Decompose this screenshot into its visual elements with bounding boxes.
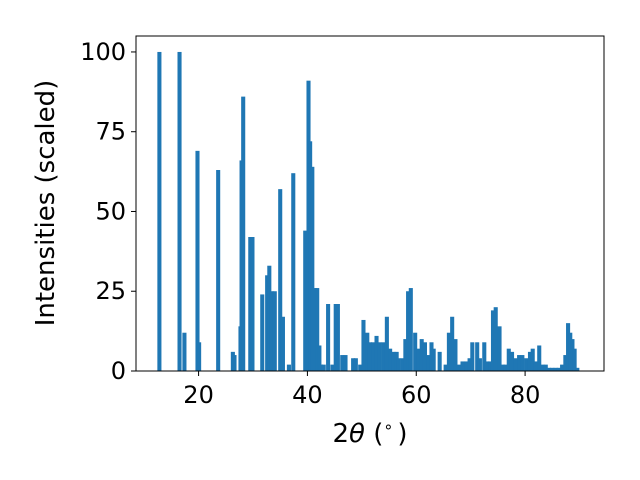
bar: [250, 237, 254, 371]
x-axis-label-theta: θ: [349, 419, 365, 449]
bar: [287, 365, 291, 371]
bar: [423, 342, 427, 371]
bar: [460, 361, 464, 371]
bar: [157, 52, 161, 371]
bar: [336, 304, 340, 371]
bar: [273, 291, 277, 371]
bar: [413, 333, 417, 371]
x-tick-label: 60: [401, 381, 432, 409]
bar: [457, 365, 461, 371]
y-tick-label: 50: [95, 197, 126, 225]
x-axis-label-main: 2: [332, 419, 349, 449]
y-axis-label: Intensities (scaled): [31, 80, 61, 327]
x-tick-label: 20: [183, 381, 214, 409]
bar: [241, 97, 245, 371]
x-tick-label: 40: [292, 381, 323, 409]
plot-area: [136, 36, 604, 371]
bar: [378, 342, 382, 371]
bar: [326, 304, 330, 371]
bar: [510, 352, 514, 371]
y-tick-label: 100: [80, 38, 126, 66]
bar: [216, 170, 220, 371]
x-axis-label-unit: (: [365, 419, 383, 449]
bar: [470, 342, 474, 371]
bar: [361, 320, 365, 371]
x-axis-label-close: ): [397, 419, 407, 449]
bar: [182, 333, 186, 371]
bar: [322, 365, 326, 371]
bar: [397, 358, 401, 371]
bar: [260, 294, 264, 371]
bar: [354, 358, 358, 371]
bar: [409, 288, 413, 371]
bar: [195, 151, 199, 371]
bar: [438, 352, 442, 371]
x-axis-ticks: 20 40 60 80: [183, 371, 540, 409]
bar: [177, 52, 181, 371]
bar: [478, 358, 482, 371]
bar: [291, 173, 295, 371]
bar: [432, 349, 436, 371]
y-tick-label: 75: [95, 118, 126, 146]
x-axis-label: 2θ (∘): [332, 417, 407, 449]
bar: [497, 326, 501, 371]
bar: [343, 355, 347, 371]
bar: [281, 317, 285, 371]
bar: [573, 349, 577, 371]
y-tick-label: 25: [95, 277, 126, 305]
bar: [232, 355, 236, 371]
bar: [520, 355, 524, 371]
x-tick-label: 80: [510, 381, 541, 409]
bar: [197, 342, 201, 371]
x-axis-label-degree: ∘: [383, 417, 393, 436]
y-axis-ticks: 0 25 50 75 100: [80, 38, 136, 385]
bar: [494, 307, 498, 371]
y-tick-label: 0: [111, 357, 126, 385]
bar: [524, 358, 528, 371]
